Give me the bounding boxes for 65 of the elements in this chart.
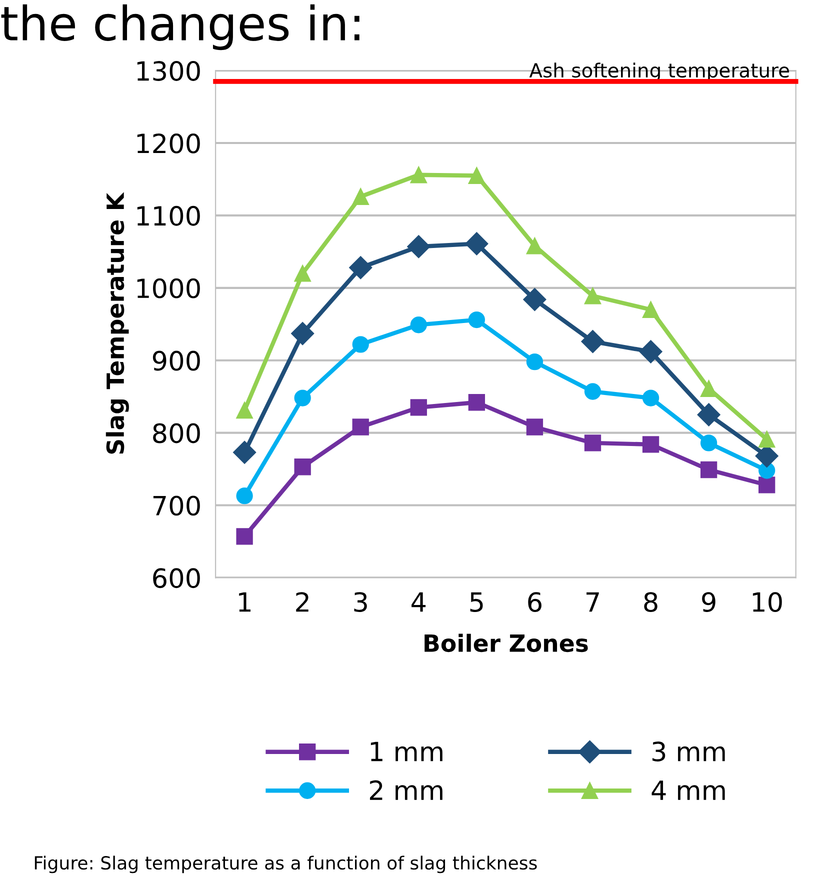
point [407, 235, 430, 258]
legend-label: 3 mm [652, 742, 725, 762]
point [639, 340, 662, 364]
y-axis-title: Slag Temperature K [106, 192, 129, 454]
point [233, 440, 256, 464]
y-tick-label: 700 [153, 496, 200, 516]
point [642, 436, 660, 453]
x-tick-label: 9 [702, 592, 716, 612]
point [700, 380, 718, 397]
point [523, 288, 546, 311]
point [410, 166, 427, 184]
point [468, 167, 486, 184]
legend-label: 2 mm [370, 780, 442, 800]
point [294, 390, 311, 406]
point [642, 390, 660, 406]
x-axis-title: Boiler Zones [424, 634, 588, 652]
point [584, 288, 602, 304]
point [584, 434, 602, 452]
point [352, 188, 369, 205]
point [581, 330, 604, 354]
text: Figure: Slag temperature as a function of slag thickness [34, 856, 537, 874]
point [294, 265, 311, 282]
x-tick-label: 8 [644, 592, 658, 612]
point [410, 316, 427, 334]
point [349, 256, 372, 280]
x-tick-label: 6 [528, 592, 542, 612]
y-tick-label: 900 [152, 350, 200, 371]
point [236, 488, 253, 504]
x-tick-label: 3 [354, 592, 367, 612]
y-tick-label: 1000 [137, 278, 200, 298]
point [526, 238, 544, 254]
point [236, 402, 253, 419]
point [294, 458, 311, 476]
x-tick-label: 7 [586, 592, 599, 612]
point [352, 418, 369, 436]
point [758, 430, 776, 448]
point [410, 399, 427, 416]
legend-label: 1 mm [370, 742, 442, 762]
chart-title: the changes in: [1, 4, 360, 50]
x-tick-label: 1 [239, 592, 251, 612]
point [526, 353, 544, 370]
y-tick-label: 1200 [137, 133, 200, 154]
y-tick-label: 1300 [137, 61, 200, 81]
y-tick-label: 800 [153, 423, 200, 444]
ref-line-label: Ash softening temperature [529, 62, 790, 82]
x-tick-label: 2 [296, 592, 308, 612]
point [468, 394, 486, 411]
point [697, 403, 720, 426]
point [700, 434, 718, 452]
point [236, 528, 253, 545]
point [468, 311, 486, 328]
point [465, 232, 488, 256]
point [352, 336, 369, 353]
point [642, 301, 660, 318]
point [700, 461, 718, 478]
point [526, 418, 544, 436]
x-tick-label: 5 [470, 592, 483, 612]
x-tick-label: 4 [412, 592, 426, 612]
point [584, 383, 602, 400]
x-tick-label: 10 [752, 592, 782, 612]
point [291, 322, 314, 346]
legend-label: 4 mm [652, 780, 725, 800]
y-tick-label: 1100 [137, 206, 200, 226]
point [758, 476, 776, 494]
y-tick-label: 600 [153, 568, 200, 588]
